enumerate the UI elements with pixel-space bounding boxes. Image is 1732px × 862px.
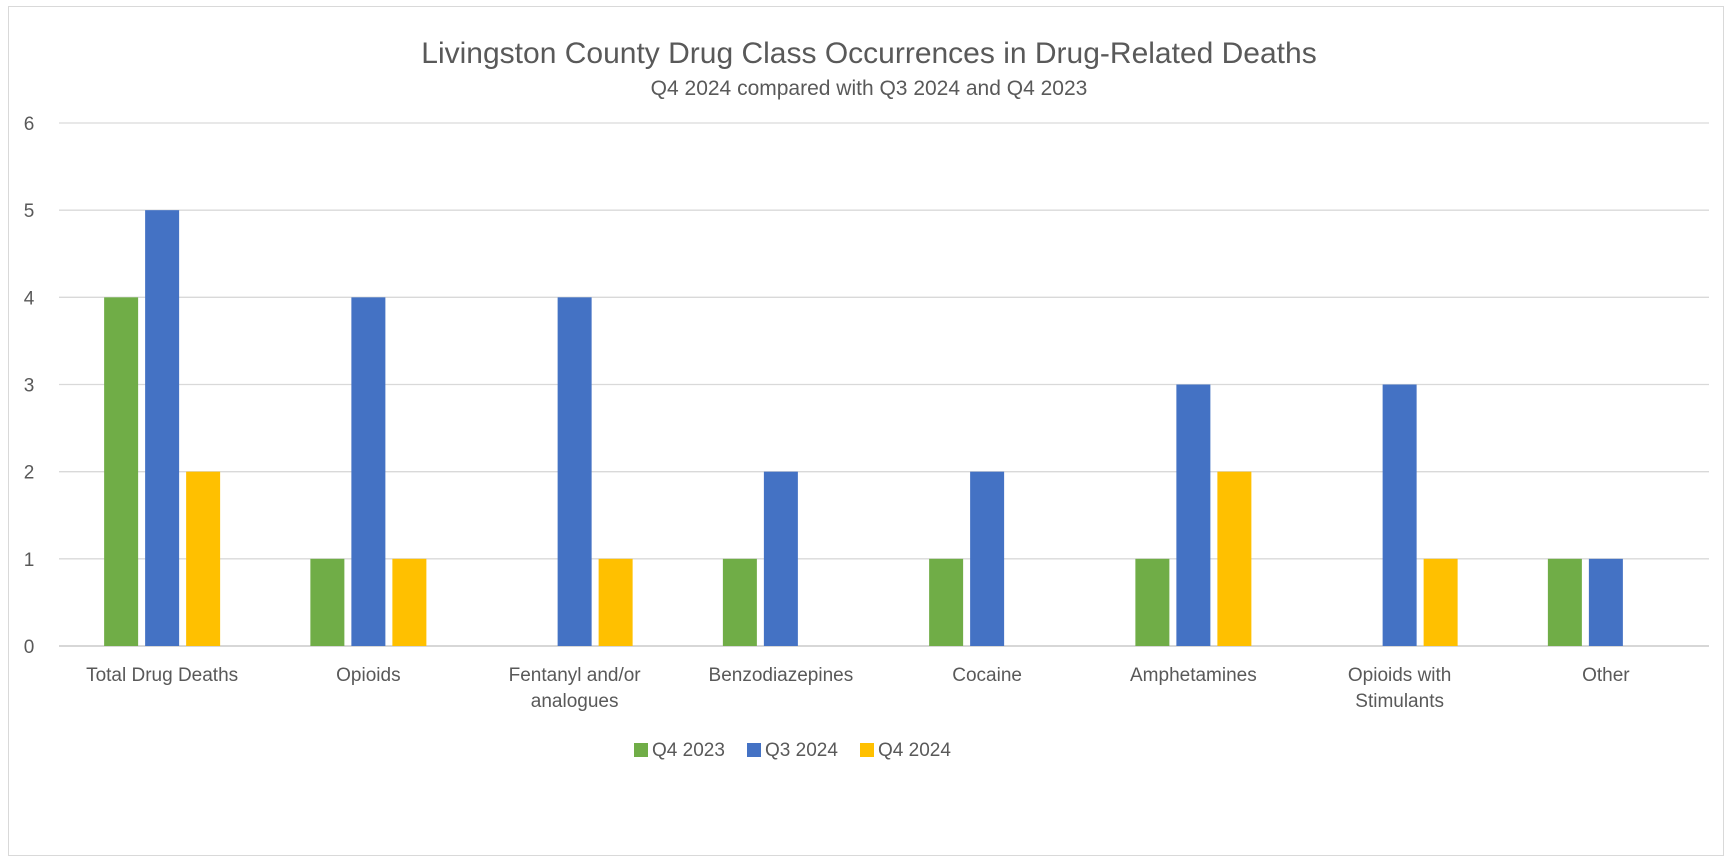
bar-q4-2023 xyxy=(722,558,757,646)
bar-q4-2023 xyxy=(1135,558,1170,646)
x-category-label: Benzodiazepines xyxy=(709,665,854,686)
bar-q4-2024 xyxy=(598,558,633,646)
legend: Q4 2023 Q3 2024 Q4 2024 xyxy=(634,740,951,761)
legend-swatch xyxy=(860,743,874,757)
x-category-label: Total Drug Deaths xyxy=(86,665,238,686)
bar-q3-2024 xyxy=(763,471,798,646)
y-axis-ticks: 0 1 2 3 4 5 6 xyxy=(24,114,35,658)
bar-q3-2024 xyxy=(1382,384,1417,646)
bar-q3-2024 xyxy=(145,210,180,646)
legend-label: Q4 2023 xyxy=(652,740,725,761)
x-category-label: Other xyxy=(1582,665,1630,686)
bar-q3-2024 xyxy=(351,297,386,646)
x-category-label: Opioids with xyxy=(1348,665,1452,686)
bars xyxy=(104,210,1623,646)
bar-q3-2024 xyxy=(557,297,592,646)
legend-swatch xyxy=(747,743,761,757)
bar-q4-2024 xyxy=(186,471,221,646)
bar-q4-2023 xyxy=(929,558,964,646)
y-tick-label: 0 xyxy=(24,637,35,658)
bar-q4-2024 xyxy=(1217,471,1252,646)
x-category-label: Amphetamines xyxy=(1130,665,1257,686)
legend-label: Q3 2024 xyxy=(765,740,838,761)
bar-q4-2024 xyxy=(392,558,427,646)
y-tick-label: 6 xyxy=(24,114,35,135)
x-axis-categories: Total Drug Deaths Opioids Fentanyl and/or a… xyxy=(86,665,1630,712)
x-category-label: Opioids xyxy=(336,665,400,686)
y-tick-label: 1 xyxy=(24,550,35,571)
x-category-label: Cocaine xyxy=(952,665,1022,686)
legend-swatch xyxy=(634,743,648,757)
bar-q3-2024 xyxy=(1176,384,1211,646)
bar-q3-2024 xyxy=(970,471,1005,646)
y-tick-label: 3 xyxy=(24,376,35,397)
x-category-label: Stimulants xyxy=(1355,691,1444,712)
chart-area: Livingston County Drug Class Occurrences… xyxy=(8,6,1724,856)
chart-subtitle: Q4 2024 compared with Q3 2024 and Q4 202… xyxy=(651,77,1088,100)
legend-label: Q4 2024 xyxy=(878,740,951,761)
bar-q4-2023 xyxy=(104,297,139,646)
bar-q3-2024 xyxy=(1588,558,1623,646)
chart-svg: Livingston County Drug Class Occurrences… xyxy=(24,37,1709,761)
y-tick-label: 2 xyxy=(24,463,35,484)
chart-title: Livingston County Drug Class Occurrences… xyxy=(421,37,1316,70)
bar-q4-2023 xyxy=(310,558,345,646)
bar-q4-2024 xyxy=(1423,558,1458,646)
bar-q4-2023 xyxy=(1547,558,1582,646)
x-category-label: analogues xyxy=(531,691,619,712)
y-tick-label: 5 xyxy=(24,201,35,222)
y-tick-label: 4 xyxy=(24,288,35,309)
gridlines xyxy=(59,122,1709,647)
x-category-label: Fentanyl and/or xyxy=(509,665,642,686)
